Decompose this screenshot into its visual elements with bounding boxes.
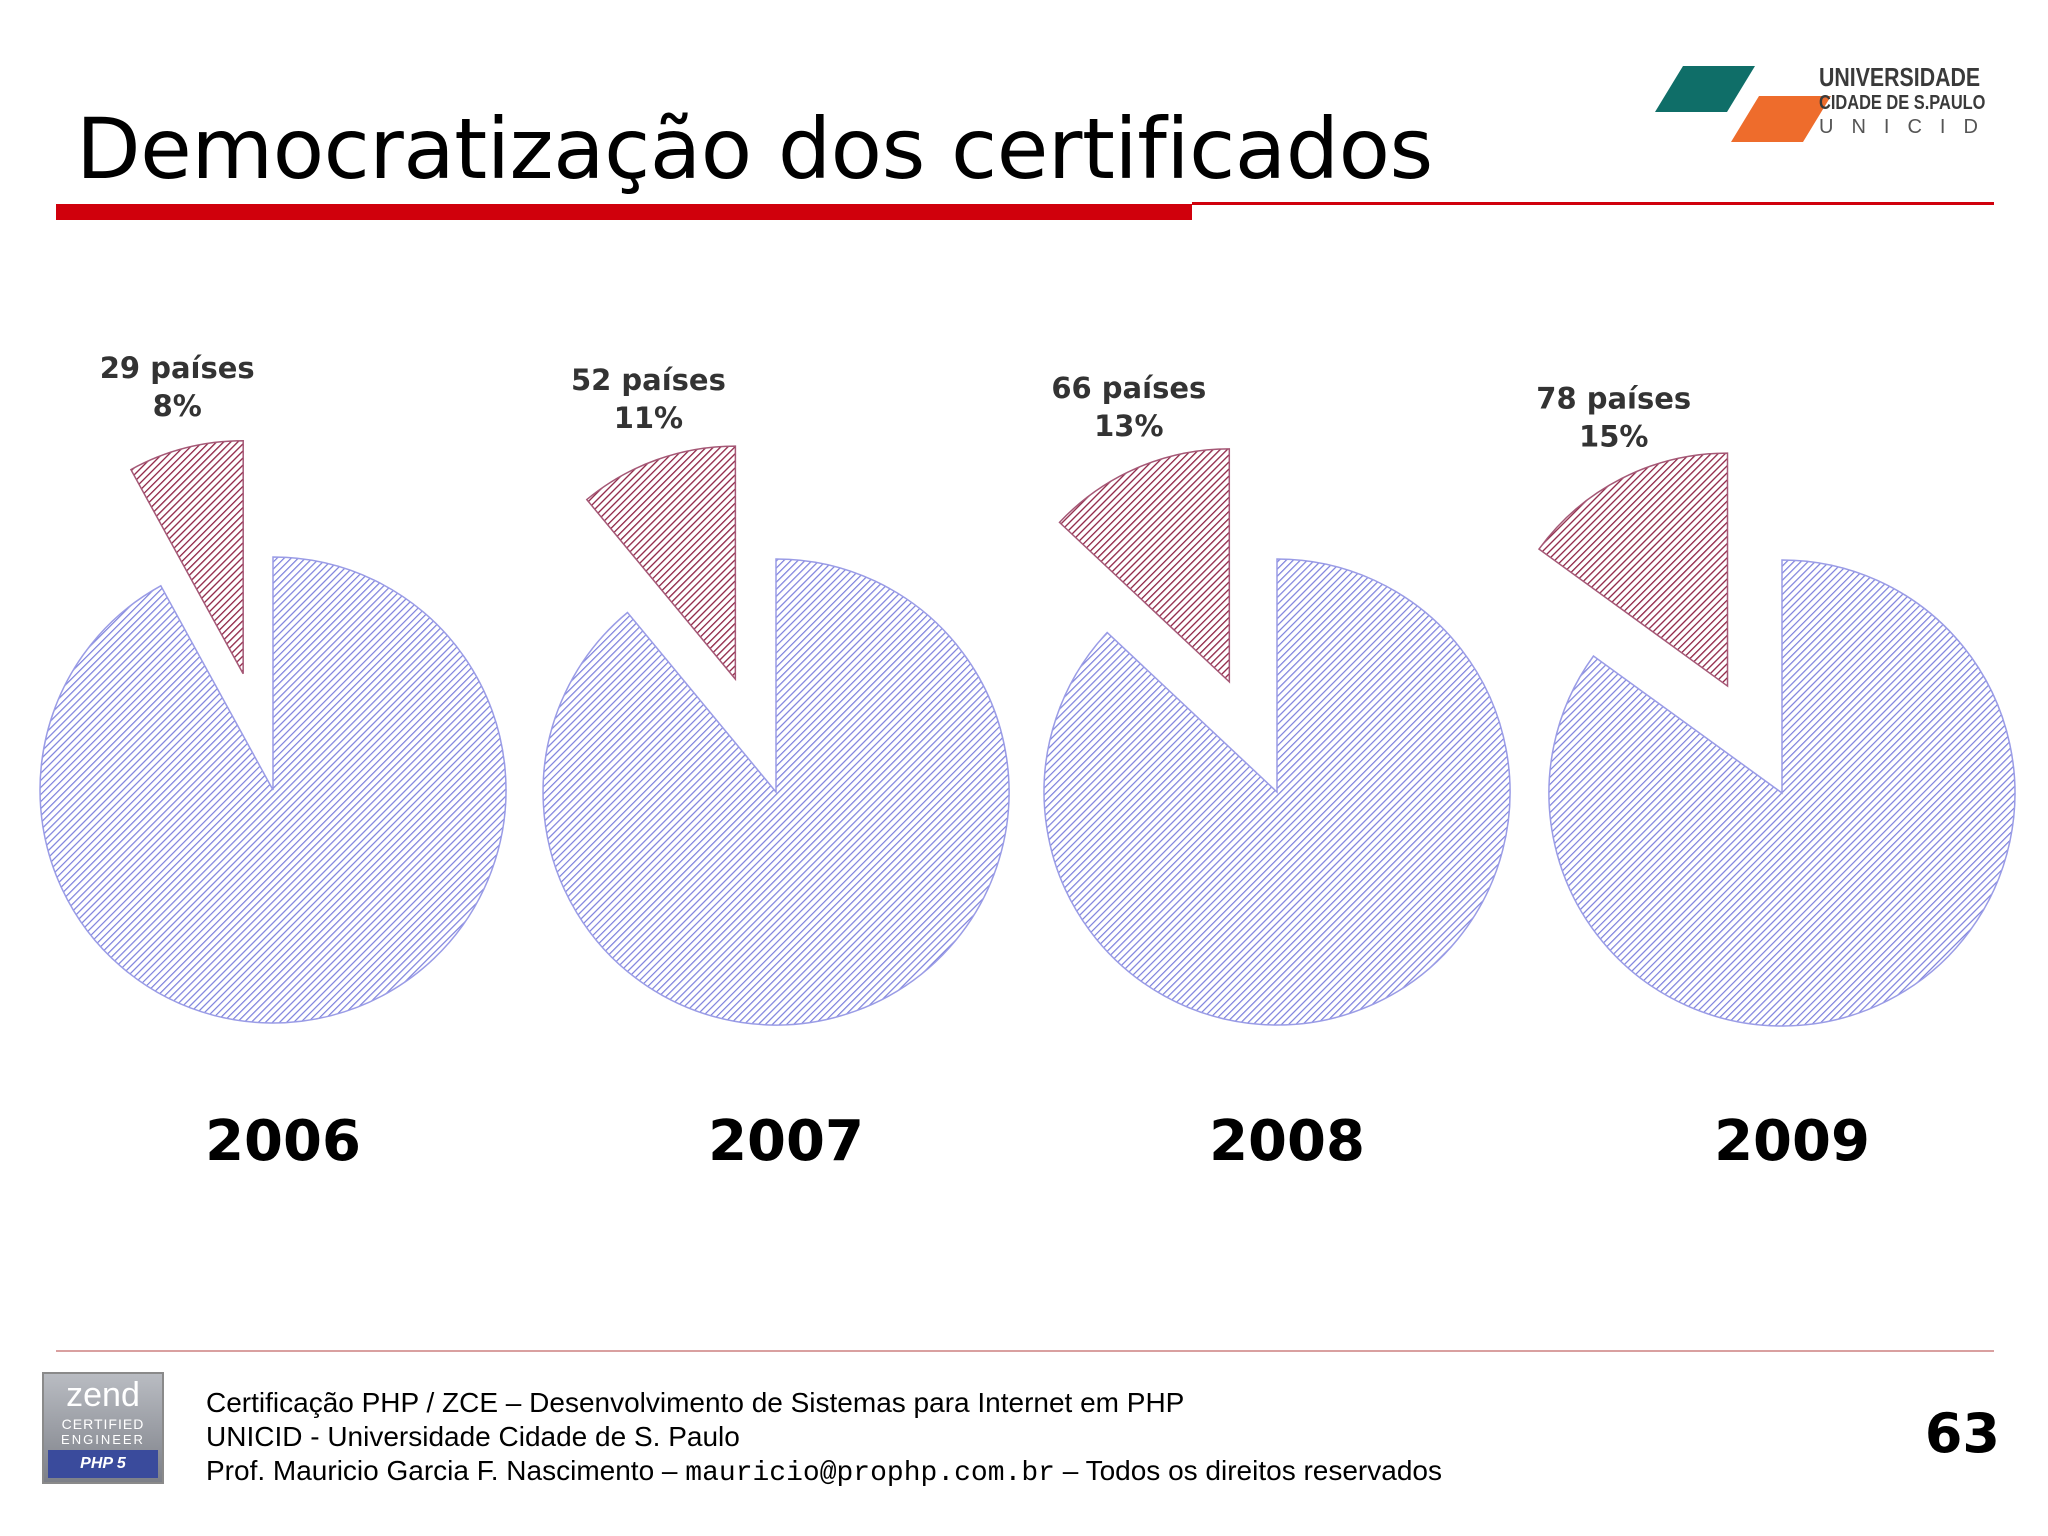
title-rule-thin: [1192, 202, 1994, 205]
footer-email[interactable]: mauricio@prophp.com.br: [685, 1458, 1055, 1489]
pie-countries-label: 52 países: [571, 363, 726, 397]
pie-exploded-slice: [129, 440, 244, 675]
pie-main-slice: [39, 556, 507, 1024]
pie-percent-label: 8%: [153, 389, 202, 423]
logo-line-2: CIDADE DE S.PAULO: [1819, 92, 1986, 114]
pie-year-label: 2008: [1209, 1109, 1365, 1174]
footer-line-1: Certificação PHP / ZCE – Desenvolvimento…: [206, 1387, 1185, 1418]
slide-title: Democratização dos certificados: [76, 100, 1433, 198]
pie-main-slice: [542, 558, 1010, 1026]
footer-rule: [56, 1350, 1994, 1352]
pie-exploded-slice: [585, 445, 737, 682]
badge-line-3: ENGINEER: [61, 1432, 145, 1447]
university-logo: UNIVERSIDADE CIDADE DE S.PAULO UNICID: [1655, 62, 1995, 152]
pie-exploded-slice: [1058, 448, 1231, 684]
pie-main-slice: [1043, 558, 1511, 1026]
pie-exploded-slice: [1537, 452, 1729, 688]
badge-line-1: zend: [66, 1376, 140, 1414]
pie-percent-label: 15%: [1579, 419, 1648, 453]
pie-countries-label: 78 países: [1536, 381, 1691, 415]
badge-line-4: PHP 5: [48, 1450, 158, 1478]
footer-line-3: Prof. Mauricio Garcia F. Nascimento – ma…: [206, 1455, 1442, 1489]
footer-separator: –: [1054, 1455, 1086, 1486]
footer-line-2: UNICID - Universidade Cidade de S. Paulo: [206, 1421, 740, 1452]
pie-year-label: 2009: [1714, 1109, 1870, 1174]
pie-countries-label: 66 países: [1051, 371, 1206, 405]
pie-main-slice: [1548, 559, 2016, 1027]
pie-percent-label: 13%: [1094, 409, 1163, 443]
pie-year-label: 2006: [205, 1109, 361, 1174]
logo-green-parallelogram: [1655, 66, 1755, 112]
logo-line-3: UNICID: [1819, 116, 1996, 138]
pie-countries-label: 29 países: [100, 351, 255, 385]
logo-line-1: UNIVERSIDADE: [1819, 62, 1981, 92]
footer-author: Prof. Mauricio Garcia F. Nascimento –: [206, 1455, 686, 1486]
page-number: 63: [1924, 1402, 2000, 1465]
footer-rights: Todos os direitos reservados: [1085, 1455, 1442, 1486]
pie-year-label: 2007: [708, 1109, 864, 1174]
badge-line-2: CERTIFIED: [61, 1416, 145, 1432]
pie-charts: 29 países 8% 2006 52 países 11% 2007 66 países…: [39, 351, 2016, 1174]
pie-percent-label: 11%: [614, 401, 683, 435]
zend-certified-badge: zend CERTIFIED ENGINEER PHP 5: [42, 1372, 164, 1484]
logo-orange-parallelogram: [1731, 96, 1831, 142]
title-rule-thick: [56, 204, 1192, 220]
